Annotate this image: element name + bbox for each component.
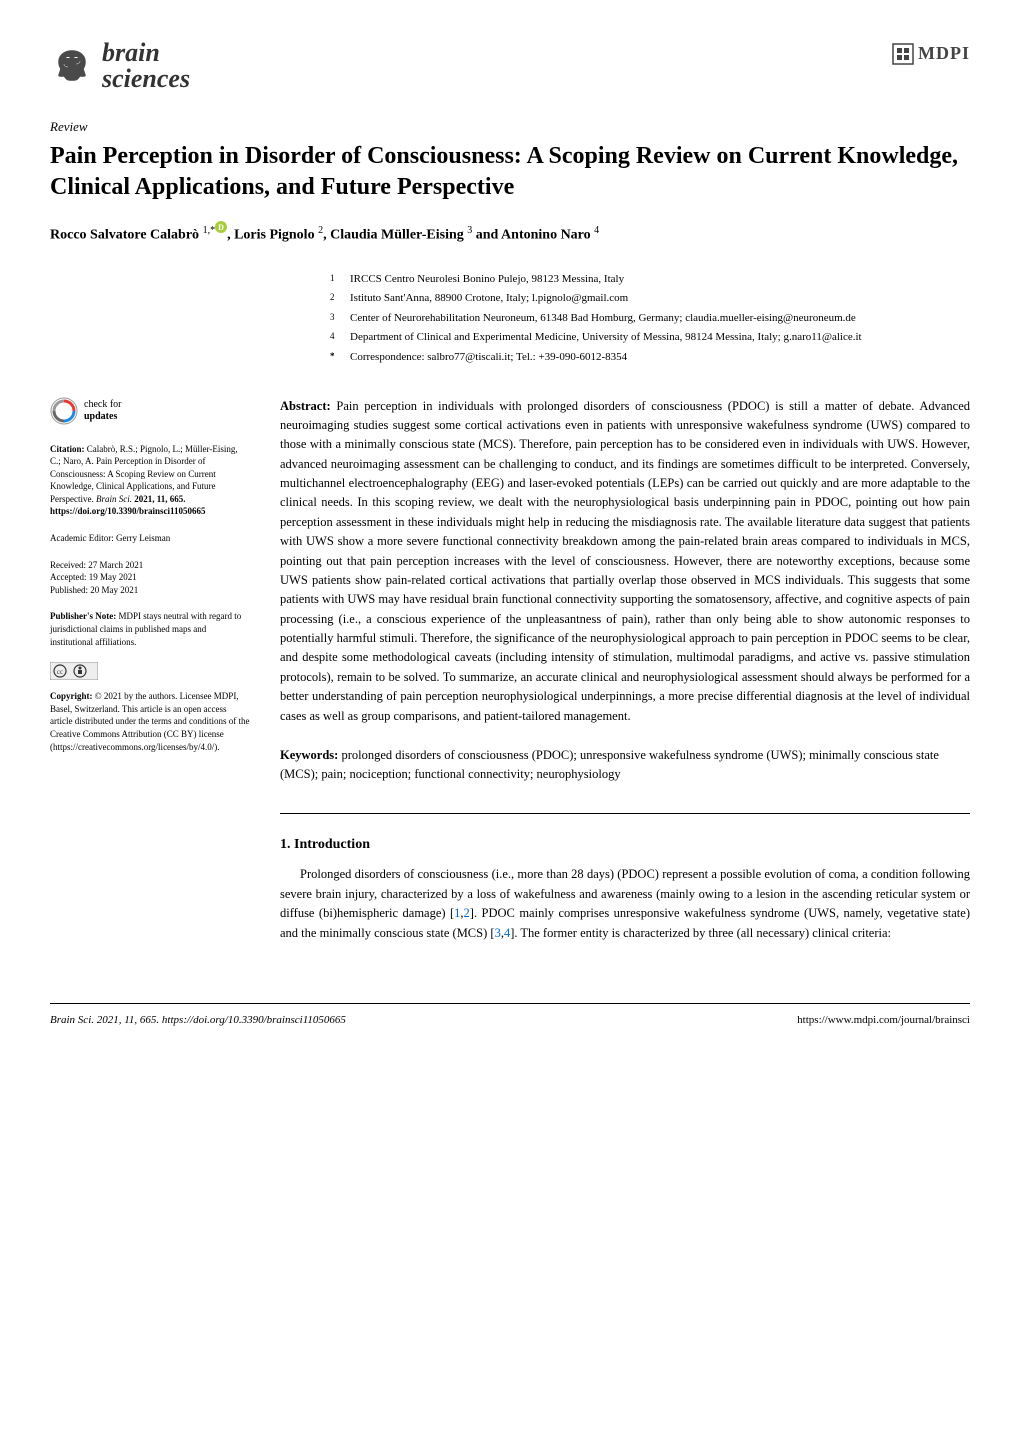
affiliation-1: 1 IRCCS Centro Neurolesi Bonino Pulejo, … [330, 271, 970, 289]
brain-icon [50, 44, 94, 88]
publisher-note-block: Publisher's Note: MDPI stays neutral wit… [50, 610, 250, 648]
citation-block: Citation: Calabrò, R.S.; Pignolo, L.; Mü… [50, 443, 250, 519]
journal-line2: sciences [102, 66, 190, 92]
cc-by-icon: cc [50, 662, 98, 680]
author-1: Rocco Salvatore Calabrò [50, 228, 203, 243]
affiliation-3: 3 Center of Neurorehabilitation Neuroneu… [330, 310, 970, 328]
article-title: Pain Perception in Disorder of Conscious… [50, 141, 970, 203]
published-date: Published: 20 May 2021 [50, 584, 250, 597]
footer-left: Brain Sci. 2021, 11, 665. https://doi.or… [50, 1012, 346, 1029]
author-sep-1: , Loris Pignolo [227, 228, 318, 243]
accepted-date: Accepted: 19 May 2021 [50, 571, 250, 584]
editor-label: Academic Editor: [50, 533, 116, 543]
keywords-text: prolonged disorders of consciousness (PD… [280, 748, 939, 781]
affil-num-4: 4 [330, 329, 340, 347]
editor-name: Gerry Leisman [116, 533, 170, 543]
main-content: Abstract: Pain perception in individuals… [280, 397, 970, 943]
keywords: Keywords: prolonged disorders of conscio… [280, 746, 970, 784]
affil-text-2: Istituto Sant'Anna, 88900 Crotone, Italy… [350, 290, 628, 308]
author-1-sup: 1, [203, 225, 211, 236]
author-sep-2: , Claudia Müller-Eising [323, 228, 467, 243]
svg-text:cc: cc [57, 668, 63, 676]
article-type: Review [50, 117, 970, 137]
p1-part3: ]. The former entity is characterized by… [510, 926, 891, 940]
check-line2: updates [84, 411, 121, 423]
affiliations-block: 1 IRCCS Centro Neurolesi Bonino Pulejo, … [330, 271, 970, 367]
author-sep-3: and Antonino Naro [472, 228, 594, 243]
corr-text: Correspondence: salbro77@tiscali.it; Tel… [350, 349, 627, 367]
affil-text-3: Center of Neurorehabilitation Neuroneum,… [350, 310, 856, 328]
section-divider [280, 813, 970, 814]
page-footer: Brain Sci. 2021, 11, 665. https://doi.or… [50, 1003, 970, 1029]
header-row: brain sciences MDPI [50, 40, 970, 92]
sidebar: check for updates Citation: Calabrò, R.S… [50, 397, 250, 943]
copyright-block: Copyright: © 2021 by the authors. Licens… [50, 690, 250, 753]
citation-label: Citation: [50, 444, 85, 454]
footer-right: https://www.mdpi.com/journal/brainsci [797, 1012, 970, 1029]
cc-license-block: cc [50, 662, 250, 680]
editor-block: Academic Editor: Gerry Leisman [50, 532, 250, 545]
affil-text-4: Department of Clinical and Experimental … [350, 329, 862, 347]
journal-logo: brain sciences [50, 40, 190, 92]
section-1-heading: 1. Introduction [280, 834, 970, 855]
journal-name: brain sciences [102, 40, 190, 92]
check-updates-icon [50, 397, 78, 425]
svg-text:D: D [218, 223, 224, 232]
check-updates-text: check for updates [84, 399, 121, 423]
journal-line1: brain [102, 40, 190, 66]
abstract: Abstract: Pain perception in individuals… [280, 397, 970, 726]
authors-line: Rocco Salvatore Calabrò 1,*D, Loris Pign… [50, 221, 970, 246]
dates-block: Received: 27 March 2021 Accepted: 19 May… [50, 559, 250, 597]
orcid-icon: D [215, 221, 227, 233]
copyright-label: Copyright: [50, 691, 93, 701]
note-label: Publisher's Note: [50, 611, 116, 621]
publisher-logo: MDPI [892, 40, 970, 67]
affiliation-4: 4 Department of Clinical and Experimenta… [330, 329, 970, 347]
keywords-label: Keywords: [280, 748, 338, 762]
affil-text-1: IRCCS Centro Neurolesi Bonino Pulejo, 98… [350, 271, 624, 289]
check-line1: check for [84, 399, 121, 411]
author-4-sup: 4 [594, 225, 599, 236]
abstract-text: Pain perception in individuals with prol… [280, 399, 970, 723]
check-updates-badge[interactable]: check for updates [50, 397, 250, 425]
corr-star: * [330, 349, 340, 367]
section-1-para-1: Prolonged disorders of consciousness (i.… [280, 865, 970, 943]
mdpi-icon [892, 43, 914, 65]
affil-num-3: 3 [330, 310, 340, 328]
publisher-name: MDPI [918, 40, 970, 67]
main-content-row: check for updates Citation: Calabrò, R.S… [50, 397, 970, 943]
affil-num-1: 1 [330, 271, 340, 289]
citation-journal: Brain Sci. [96, 494, 132, 504]
affil-num-2: 2 [330, 290, 340, 308]
received-date: Received: 27 March 2021 [50, 559, 250, 572]
correspondence: * Correspondence: salbro77@tiscali.it; T… [330, 349, 970, 367]
abstract-label: Abstract: [280, 399, 331, 413]
affiliation-2: 2 Istituto Sant'Anna, 88900 Crotone, Ita… [330, 290, 970, 308]
